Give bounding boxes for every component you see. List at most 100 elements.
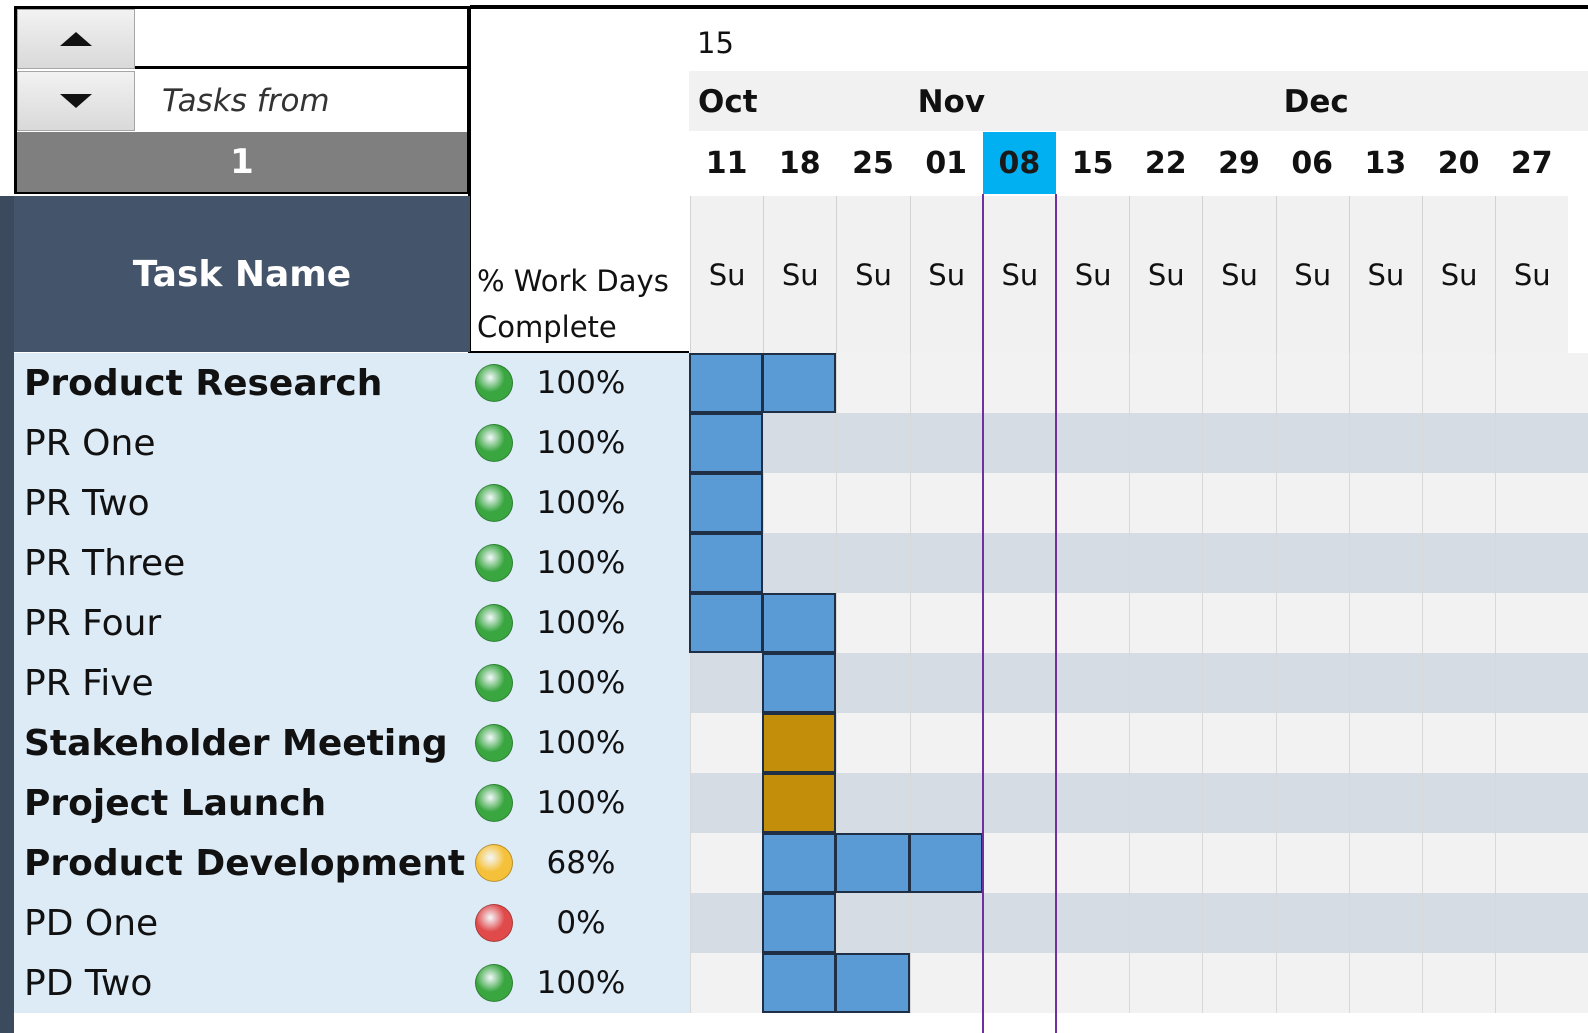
- gantt-cell[interactable]: [982, 653, 1056, 713]
- gantt-cell[interactable]: [1202, 653, 1275, 713]
- gantt-cell[interactable]: [1495, 413, 1568, 473]
- gantt-cell[interactable]: [1056, 833, 1129, 893]
- gantt-cell[interactable]: [909, 953, 983, 1013]
- task-bar[interactable]: [762, 833, 837, 893]
- gantt-cell[interactable]: [836, 353, 909, 413]
- task-bar[interactable]: [762, 593, 837, 653]
- gantt-cell[interactable]: [909, 773, 983, 833]
- task-bar[interactable]: [762, 893, 837, 953]
- gantt-cell[interactable]: [1422, 593, 1495, 653]
- gantt-cell[interactable]: [1129, 353, 1202, 413]
- gantt-cell[interactable]: [690, 653, 763, 713]
- task-bar[interactable]: [762, 353, 837, 413]
- gantt-cell[interactable]: [1348, 953, 1422, 1013]
- gantt-cell[interactable]: [1422, 833, 1495, 893]
- gantt-cell[interactable]: [1275, 773, 1349, 833]
- gantt-cell[interactable]: [1495, 593, 1568, 653]
- gantt-cell[interactable]: [1348, 713, 1422, 773]
- task-bar[interactable]: [689, 353, 764, 413]
- gantt-cell[interactable]: [763, 533, 836, 593]
- gantt-cell[interactable]: [1129, 533, 1202, 593]
- gantt-cell[interactable]: [1348, 533, 1422, 593]
- gantt-cell[interactable]: [1129, 593, 1202, 653]
- gantt-cell[interactable]: [1348, 353, 1422, 413]
- gantt-cell[interactable]: [1056, 773, 1129, 833]
- scroll-down-button[interactable]: [17, 71, 135, 131]
- gantt-cell[interactable]: [836, 713, 909, 773]
- scroll-up-button[interactable]: [17, 9, 135, 69]
- gantt-cell[interactable]: [1202, 773, 1275, 833]
- gantt-cell[interactable]: [1422, 953, 1495, 1013]
- gantt-cell[interactable]: [690, 833, 763, 893]
- gantt-cell[interactable]: [1275, 593, 1349, 653]
- gantt-cell[interactable]: [763, 413, 836, 473]
- gantt-cell[interactable]: [982, 773, 1056, 833]
- gantt-cell[interactable]: [1202, 593, 1275, 653]
- gantt-cell[interactable]: [909, 473, 983, 533]
- gantt-cell[interactable]: [1348, 893, 1422, 953]
- gantt-cell[interactable]: [1275, 953, 1349, 1013]
- gantt-cell[interactable]: [1422, 413, 1495, 473]
- gantt-cell[interactable]: [836, 653, 909, 713]
- gantt-cell[interactable]: [836, 473, 909, 533]
- gantt-cell[interactable]: [836, 533, 909, 593]
- gantt-cell[interactable]: [1275, 353, 1349, 413]
- gantt-cell[interactable]: [690, 893, 763, 953]
- gantt-cell[interactable]: [1422, 773, 1495, 833]
- gantt-cell[interactable]: [1202, 833, 1275, 893]
- gantt-cell[interactable]: [982, 353, 1056, 413]
- gantt-cell[interactable]: [1202, 353, 1275, 413]
- gantt-cell[interactable]: [1129, 773, 1202, 833]
- gantt-cell[interactable]: [1495, 473, 1568, 533]
- gantt-cell[interactable]: [1495, 773, 1568, 833]
- gantt-cell[interactable]: [1056, 413, 1129, 473]
- gantt-cell[interactable]: [1348, 833, 1422, 893]
- gantt-cell[interactable]: [909, 893, 983, 953]
- gantt-cell[interactable]: [1056, 473, 1129, 533]
- gantt-cell[interactable]: [1495, 713, 1568, 773]
- gantt-cell[interactable]: [1275, 653, 1349, 713]
- task-bar[interactable]: [689, 533, 764, 593]
- gantt-cell[interactable]: [1129, 473, 1202, 533]
- gantt-cell[interactable]: [1348, 593, 1422, 653]
- task-bar[interactable]: [908, 833, 983, 893]
- gantt-cell[interactable]: [1202, 413, 1275, 473]
- gantt-cell[interactable]: [1056, 953, 1129, 1013]
- gantt-cell[interactable]: [1275, 713, 1349, 773]
- gantt-cell[interactable]: [836, 593, 909, 653]
- gantt-cell[interactable]: [1495, 833, 1568, 893]
- gantt-cell[interactable]: [1422, 713, 1495, 773]
- gantt-cell[interactable]: [1129, 953, 1202, 1013]
- gantt-cell[interactable]: [1056, 893, 1129, 953]
- gantt-cell[interactable]: [982, 893, 1056, 953]
- gantt-cell[interactable]: [836, 413, 909, 473]
- gantt-cell[interactable]: [1348, 773, 1422, 833]
- gantt-cell[interactable]: [1275, 893, 1349, 953]
- task-bar[interactable]: [689, 593, 764, 653]
- gantt-cell[interactable]: [1275, 473, 1349, 533]
- gantt-cell[interactable]: [1275, 833, 1349, 893]
- gantt-cell[interactable]: [909, 593, 983, 653]
- gantt-cell[interactable]: [1422, 653, 1495, 713]
- gantt-cell[interactable]: [836, 893, 909, 953]
- gantt-cell[interactable]: [690, 713, 763, 773]
- gantt-cell[interactable]: [1495, 533, 1568, 593]
- gantt-cell[interactable]: [1495, 353, 1568, 413]
- gantt-cell[interactable]: [1056, 713, 1129, 773]
- gantt-cell[interactable]: [1348, 473, 1422, 533]
- gantt-cell[interactable]: [1129, 413, 1202, 473]
- gantt-cell[interactable]: [1422, 353, 1495, 413]
- gantt-cell[interactable]: [1275, 533, 1349, 593]
- blank-input-cell[interactable]: [135, 9, 467, 69]
- gantt-cell[interactable]: [1056, 593, 1129, 653]
- gantt-cell[interactable]: [982, 713, 1056, 773]
- gantt-cell[interactable]: [1422, 893, 1495, 953]
- milestone-bar[interactable]: [762, 773, 837, 833]
- gantt-cell[interactable]: [982, 533, 1056, 593]
- gantt-cell[interactable]: [690, 773, 763, 833]
- task-bar[interactable]: [762, 653, 837, 713]
- gantt-cell[interactable]: [836, 773, 909, 833]
- task-bar[interactable]: [835, 953, 910, 1013]
- gantt-cell[interactable]: [1202, 533, 1275, 593]
- gantt-cell[interactable]: [1129, 653, 1202, 713]
